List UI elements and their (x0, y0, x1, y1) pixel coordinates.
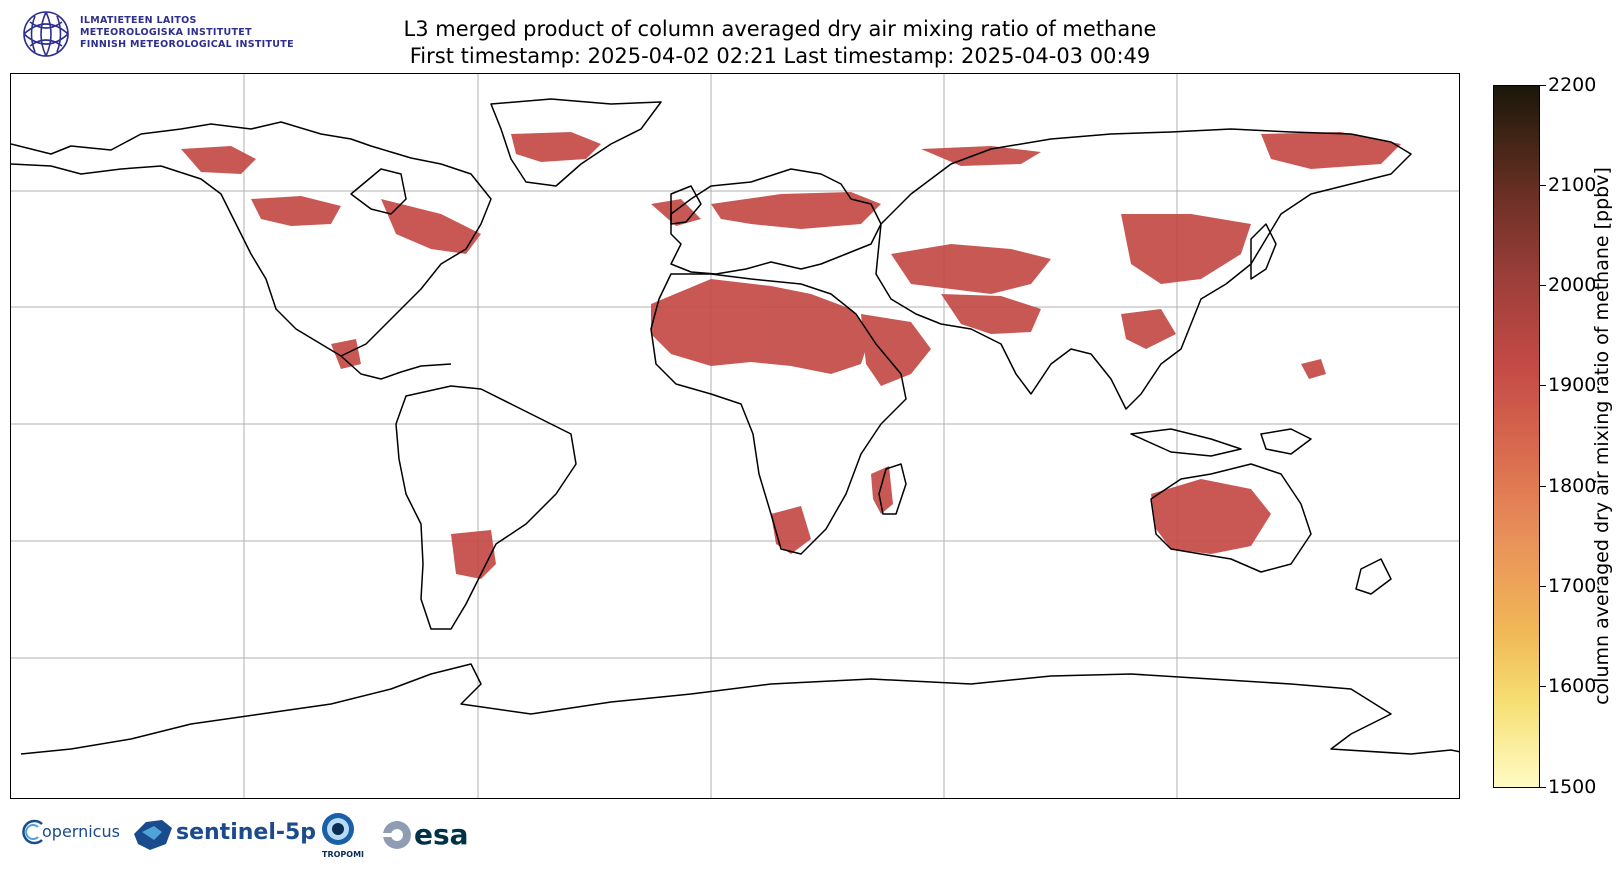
data-patch-siberia-west (921, 146, 1041, 166)
colorbar-tick (1540, 787, 1546, 788)
sentinel-logo-text: sentinel-5p (176, 820, 317, 845)
colorbar-tick-label: 2100 (1548, 174, 1597, 196)
data-patch-greenland (511, 132, 601, 162)
coastline-asia (875, 128, 1412, 410)
data-patch-pacific (1301, 359, 1326, 379)
coastline-new-zealand (1355, 558, 1392, 595)
data-patch-alaska (181, 146, 256, 174)
data-patch-australia (1151, 479, 1271, 554)
colorbar-tick (1540, 385, 1546, 386)
coastline-madagascar (878, 463, 907, 515)
coastlines (11, 98, 1459, 755)
colorbar-title: column averaged dry air mixing ratio of … (1591, 167, 1613, 705)
footer-logos: opernicus sentinel-5p TROPOMI esa (20, 812, 500, 867)
copernicus-logo-text: opernicus (42, 822, 120, 841)
coastline-south-america (395, 385, 577, 630)
coastline-europe (670, 168, 882, 275)
data-patch-argentina (451, 530, 496, 579)
title-line-1: L3 merged product of column averaged dry… (403, 17, 1157, 41)
data-patch-sahara (651, 279, 871, 374)
coastline-north-america (11, 121, 492, 357)
map-svg (11, 74, 1459, 798)
colorbar-tick-label: 2000 (1548, 274, 1597, 296)
data-patch-arabia (861, 314, 931, 386)
world-map (10, 73, 1460, 799)
colorbar-tick (1540, 85, 1546, 86)
data-patch-canada (251, 196, 341, 226)
colorbar-tick-label: 1500 (1548, 776, 1597, 798)
colorbar-tick-label: 1600 (1548, 675, 1597, 697)
colorbar-tick (1540, 285, 1546, 286)
colorbar-tick (1540, 486, 1546, 487)
gridlines (11, 74, 1459, 798)
fmi-logo-text: ILMATIETEEN LAITOS METEOROLOGISKA INSTIT… (80, 15, 294, 51)
map-title: L3 merged product of column averaged dry… (280, 16, 1280, 70)
coastline-australia (1150, 463, 1312, 573)
colorbar-tick (1540, 686, 1546, 687)
methane-data (181, 132, 1401, 579)
data-patch-central-asia (891, 244, 1051, 294)
esa-icon (380, 821, 411, 849)
colorbar-tick-label: 1800 (1548, 475, 1597, 497)
coastline-indonesia (1130, 428, 1242, 457)
colorbar (1493, 85, 1540, 788)
data-patch-china (1121, 214, 1251, 284)
data-patch-iran-india (941, 294, 1041, 334)
colorbar-tick-label: 1900 (1548, 374, 1597, 396)
fmi-logo (20, 10, 290, 60)
data-patch-siberia-east (1261, 132, 1401, 169)
tropomi-logo-text: TROPOMI (322, 850, 365, 859)
sentinel-satellite-icon (134, 820, 172, 850)
coastline-africa (650, 273, 907, 555)
data-patch-east-us (381, 199, 481, 254)
colorbar-tick-label: 1700 (1548, 575, 1597, 597)
data-patch-madagascar (871, 466, 893, 514)
esa-logo-text: esa (414, 818, 469, 851)
colorbar-tick-label: 2200 (1548, 74, 1597, 96)
coastline-uk (670, 185, 702, 225)
data-patch-south-china (1121, 309, 1176, 349)
data-patch-europe (711, 192, 881, 229)
copernicus-icon (22, 819, 43, 845)
coastline-new-guinea (1260, 428, 1312, 455)
colorbar-tick (1540, 586, 1546, 587)
coastline-japan (1250, 223, 1277, 280)
fmi-line-1: ILMATIETEEN LAITOS (80, 15, 197, 26)
colorbar-tick (1540, 185, 1546, 186)
coastline-central-america (340, 355, 452, 380)
fmi-line-3: FINNISH METEOROLOGICAL INSTITUTE (80, 39, 294, 50)
fmi-line-2: METEOROLOGISKA INSTITUTET (80, 27, 252, 38)
tropomi-eye-icon (322, 813, 354, 845)
coastline-hudson-bay (350, 168, 407, 215)
data-patch-south-africa (771, 506, 811, 554)
coastline-antarctica (20, 663, 1459, 755)
title-line-2: First timestamp: 2025-04-02 02:21 Last t… (409, 44, 1151, 68)
coastline-greenland (490, 98, 662, 187)
